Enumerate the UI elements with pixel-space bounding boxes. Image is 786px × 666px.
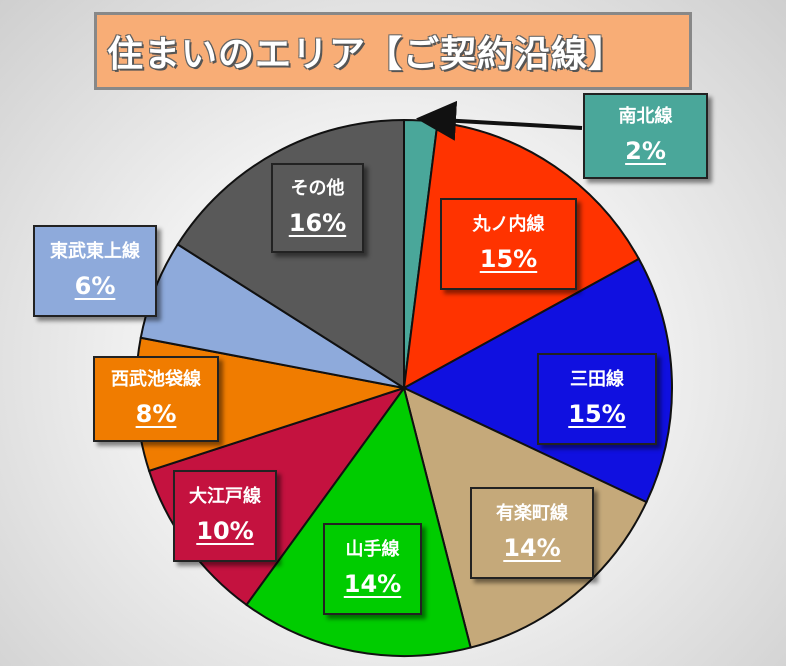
slice-label-percent: 15%: [479, 245, 538, 273]
slice-label-box-1: 丸ノ内線 15%: [440, 198, 577, 290]
slice-label-name: 有楽町線: [496, 503, 568, 524]
slice-label-box-7: 東武東上線 6%: [33, 225, 157, 317]
slice-label-percent: 6%: [74, 272, 116, 300]
slice-label-percent: 8%: [135, 400, 177, 428]
slice-label-name: 山手線: [345, 539, 400, 560]
slice-label-percent: 14%: [343, 570, 402, 598]
slice-label-percent: 16%: [288, 209, 347, 237]
slice-label-name: 西武池袋線: [111, 369, 201, 390]
slice-label-name: 東武東上線: [50, 241, 140, 262]
slice-label-name: 三田線: [570, 369, 624, 390]
slice-label-name: その他: [290, 178, 345, 199]
slice-label-percent: 2%: [625, 137, 666, 165]
callout-arrow: [416, 100, 583, 141]
slice-label-box-3: 有楽町線 14%: [470, 487, 594, 579]
slice-label-name: 大江戸線: [189, 486, 261, 507]
slice-label-box-0: 南北線 2%: [583, 93, 708, 179]
slice-label-box-2: 三田線 15%: [537, 353, 657, 445]
slice-label-box-5: 大江戸線 10%: [173, 470, 277, 562]
slice-label-percent: 14%: [503, 534, 561, 562]
chart-title: 住まいのエリア【ご契約沿線】: [94, 12, 692, 90]
slice-label-box-8: その他 16%: [271, 163, 364, 253]
slice-label-name: 南北線: [618, 106, 673, 127]
slice-label-percent: 15%: [568, 400, 626, 428]
slice-label-name: 丸ノ内線: [472, 214, 545, 235]
slice-label-box-4: 山手線 14%: [323, 523, 422, 615]
slice-label-box-6: 西武池袋線 8%: [93, 356, 219, 442]
slice-label-percent: 10%: [196, 517, 254, 545]
